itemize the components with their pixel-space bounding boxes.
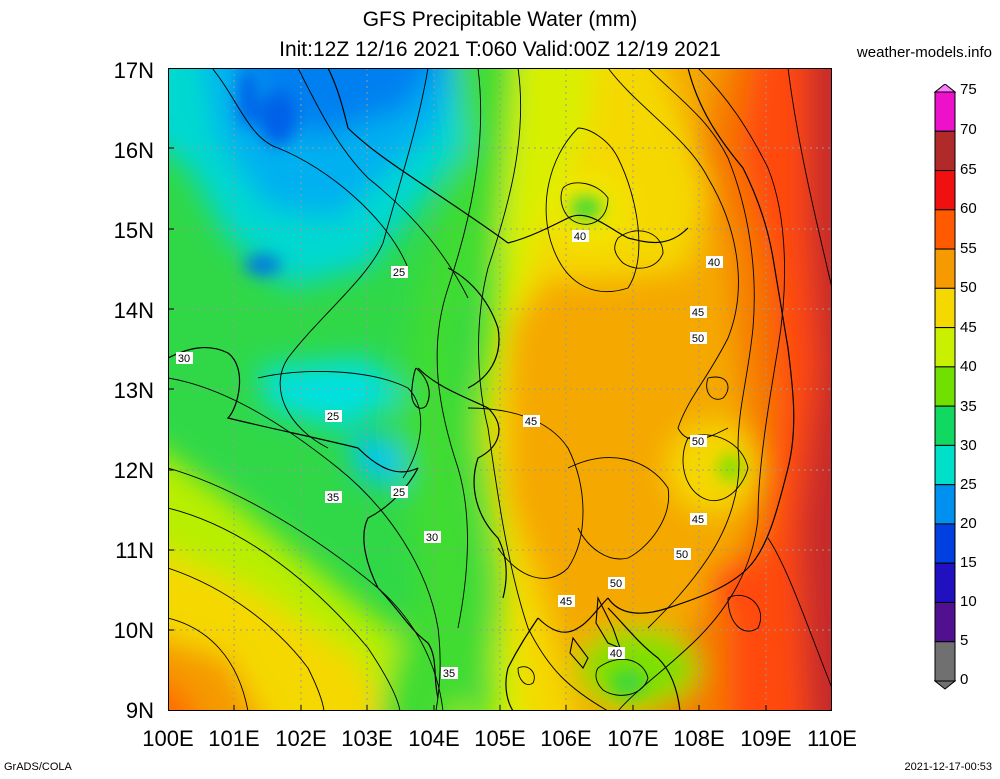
svg-text:50: 50: [676, 549, 688, 561]
contour-label: 50: [608, 577, 625, 590]
svg-text:40: 40: [610, 648, 622, 660]
svg-text:25: 25: [327, 411, 339, 423]
software-credit: GrADS/COLA: [4, 761, 72, 773]
colorbar-label: 70: [960, 121, 977, 138]
contour-label: 25: [325, 410, 342, 423]
lon-label: 102E: [275, 726, 327, 751]
colorbar-label: 25: [960, 476, 977, 493]
contour-label: 40: [706, 256, 723, 269]
lat-label: 14N: [113, 298, 154, 323]
contour-label: 35: [325, 491, 342, 504]
lat-label: 11N: [115, 538, 154, 563]
colorbar-swatch: [934, 562, 956, 603]
colorbar-swatch: [934, 248, 956, 289]
lon-label: 100E: [142, 726, 194, 751]
svg-text:30: 30: [178, 353, 190, 365]
contour-label: 35: [441, 667, 458, 680]
contour-label: 40: [608, 647, 625, 660]
svg-text:25: 25: [393, 267, 405, 279]
contour-label: 25: [391, 266, 408, 279]
generated-timestamp: 2021-12-17-00:53: [904, 761, 992, 773]
colorbar-swatch: [934, 484, 956, 525]
lon-label: 105E: [474, 726, 526, 751]
contour-label: 45: [690, 513, 707, 526]
colorbar-swatch: [934, 287, 956, 329]
svg-text:35: 35: [327, 492, 339, 504]
colorbar-label: 15: [960, 554, 977, 571]
svg-text:45: 45: [692, 307, 704, 319]
lat-label: 13N: [113, 378, 154, 403]
contour-label: 30: [424, 531, 441, 544]
lon-label: 110E: [807, 726, 857, 751]
colorbar-swatch: [934, 523, 956, 564]
map-title: GFS Precipitable Water (mm): [362, 8, 638, 31]
colorbar-label: 75: [960, 81, 977, 98]
colorbar-swatch: [934, 641, 956, 682]
svg-text:50: 50: [692, 436, 704, 448]
contour-label: 50: [690, 435, 707, 448]
colorbar-label: 20: [960, 515, 977, 532]
svg-text:50: 50: [692, 333, 704, 345]
colorbar-swatch: [934, 366, 956, 407]
colorbar-label: 0: [960, 671, 969, 688]
colorbar-swatch: [934, 130, 956, 172]
svg-text:35: 35: [443, 668, 455, 680]
colorbar-swatch: [934, 170, 956, 211]
colorbar-label: 35: [960, 398, 977, 415]
site-credit: weather-models.info: [856, 44, 992, 61]
colorbar-label: 55: [960, 240, 977, 257]
contour-label: 45: [523, 415, 540, 428]
svg-text:50: 50: [610, 578, 622, 590]
colorbar-label: 65: [960, 161, 977, 178]
contour-label: 50: [674, 548, 691, 561]
lon-label: 101E: [208, 726, 260, 751]
svg-text:45: 45: [560, 596, 572, 608]
svg-text:40: 40: [574, 231, 586, 243]
map-subtitle: Init:12Z 12/16 2021 T:060 Valid:00Z 12/1…: [279, 38, 721, 61]
lon-label: 104E: [408, 726, 460, 751]
contour-label: 25: [391, 486, 408, 499]
svg-text:30: 30: [426, 532, 438, 544]
colorbar-swatch: [934, 405, 956, 446]
coastline-borders: [168, 68, 795, 711]
colorbar-swatch: [934, 601, 956, 643]
svg-text:45: 45: [525, 416, 537, 428]
contour-label: 45: [558, 595, 575, 608]
colorbar-label: 30: [960, 437, 977, 454]
svg-text:25: 25: [393, 487, 405, 499]
colorbar-swatch: [934, 209, 956, 250]
contour-lines: [168, 68, 832, 711]
svg-text:40: 40: [708, 257, 720, 269]
lat-label: 9N: [125, 698, 154, 723]
contour-label: 40: [572, 230, 589, 243]
lat-label: 16N: [113, 138, 154, 163]
precipitable-water-map: 40 40 25 45 50 30 25 45 50 35 25 45 30 5…: [168, 68, 832, 711]
colorbar-label: 5: [960, 632, 969, 649]
colorbar: [934, 84, 956, 690]
lat-label: 10N: [113, 618, 154, 643]
lat-label: 17N: [113, 58, 154, 83]
lat-label: 12N: [113, 458, 154, 483]
lon-label: 103E: [341, 726, 393, 751]
colorbar-label: 40: [960, 358, 977, 375]
contour-label: 50: [690, 332, 707, 345]
colorbar-label: 45: [960, 319, 977, 336]
lon-label: 107E: [607, 726, 659, 751]
colorbar-swatch: [934, 327, 956, 368]
contour-label: 30: [176, 352, 193, 365]
contour-labels: 40 40 25 45 50 30 25 45 50 35 25 45 30 5…: [176, 230, 723, 680]
lat-label: 15N: [113, 218, 154, 243]
contour-label: 45: [690, 306, 707, 319]
colorbar-swatch: [934, 444, 956, 486]
colorbar-label: 10: [960, 593, 977, 610]
lon-label: 108E: [673, 726, 725, 751]
colorbar-label: 50: [960, 279, 977, 296]
colorbar-swatch: [934, 91, 956, 132]
lon-label: 109E: [740, 726, 792, 751]
colorbar-label: 60: [960, 200, 977, 217]
lon-label: 106E: [540, 726, 592, 751]
svg-text:45: 45: [692, 514, 704, 526]
